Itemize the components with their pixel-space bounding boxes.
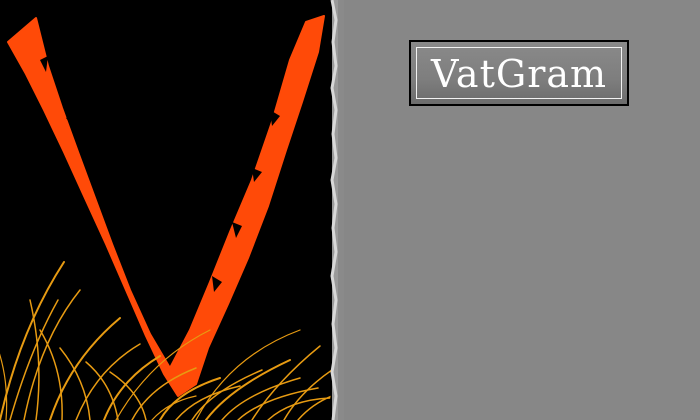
- logo-art: [0, 15, 332, 420]
- logo-art-panel: [0, 0, 332, 420]
- grass-graphic: [0, 261, 332, 420]
- brand-title: VatGram: [430, 52, 608, 96]
- title-frame: VatGram: [409, 40, 629, 106]
- title-inner-frame: VatGram: [416, 47, 622, 99]
- torn-edge-divider: [329, 0, 344, 420]
- v-letter-mark: [7, 15, 325, 397]
